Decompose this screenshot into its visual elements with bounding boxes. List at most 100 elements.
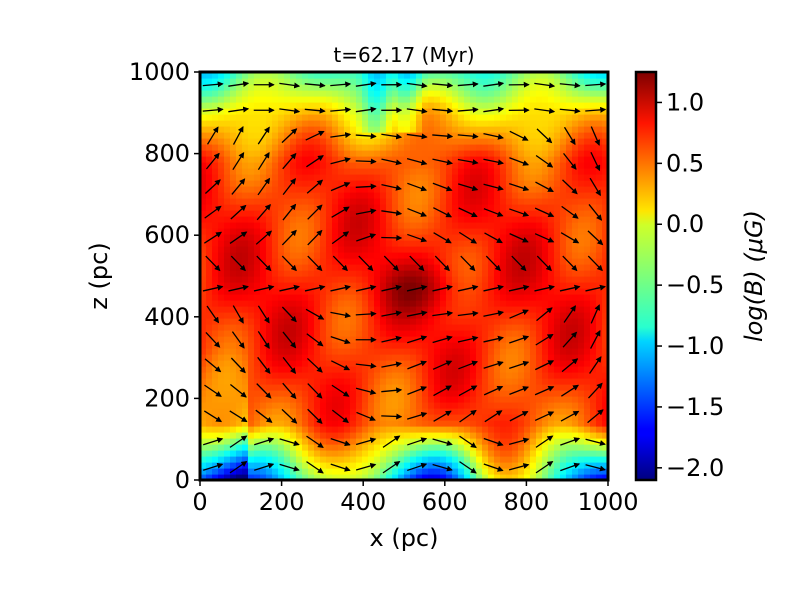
heatmap-cell <box>212 474 219 480</box>
heatmap-cell <box>536 294 543 301</box>
heatmap-cell <box>284 396 291 403</box>
heatmap-cell <box>362 378 369 385</box>
heatmap-cell <box>296 174 303 181</box>
heatmap-cell <box>554 168 561 175</box>
heatmap-cell <box>380 270 387 277</box>
heatmap-cell <box>272 300 279 307</box>
heatmap-cell <box>350 462 357 469</box>
field-vector <box>330 132 352 139</box>
heatmap-cell <box>392 258 399 265</box>
heatmap-cell <box>590 330 597 337</box>
heatmap-cell <box>398 198 405 205</box>
heatmap-cell <box>200 96 207 103</box>
heatmap-cell <box>434 258 441 265</box>
heatmap-cell <box>560 180 567 187</box>
heatmap-cell <box>482 96 489 103</box>
heatmap-cell <box>440 174 447 181</box>
heatmap-cell <box>434 468 441 475</box>
heatmap-cell <box>518 450 525 457</box>
heatmap-cell <box>296 168 303 175</box>
heatmap-cell <box>428 366 435 373</box>
heatmap-cell <box>236 168 243 175</box>
heatmap-cell <box>362 240 369 247</box>
heatmap-cell <box>446 432 453 439</box>
heatmap-cell <box>386 186 393 193</box>
heatmap-cell <box>278 342 285 349</box>
heatmap-cell <box>584 390 591 397</box>
heatmap-cell <box>242 318 249 325</box>
heatmap-cell <box>578 300 585 307</box>
heatmap-cell <box>476 402 483 409</box>
heatmap-cell <box>440 216 447 223</box>
heatmap-cell <box>440 276 447 283</box>
heatmap-cell <box>512 120 519 127</box>
heatmap-cell <box>422 306 429 313</box>
heatmap-cell <box>290 276 297 283</box>
heatmap-cell <box>344 384 351 391</box>
heatmap-cell <box>416 420 423 427</box>
heatmap-cell <box>380 102 387 109</box>
heatmap-cell <box>470 402 477 409</box>
heatmap-cell <box>548 306 555 313</box>
heatmap-cell <box>410 96 417 103</box>
heatmap-cell <box>482 276 489 283</box>
heatmap-cell <box>458 276 465 283</box>
heatmap-cell <box>500 450 507 457</box>
heatmap-cell <box>200 72 207 79</box>
heatmap-cell <box>386 462 393 469</box>
heatmap-cell <box>506 210 513 217</box>
heatmap-cell <box>248 414 255 421</box>
heatmap-cell <box>200 360 207 367</box>
heatmap-cell <box>332 144 339 151</box>
heatmap-cell <box>302 438 309 445</box>
heatmap-cell <box>470 414 477 421</box>
field-vector <box>432 158 453 166</box>
heatmap-cell <box>260 222 267 229</box>
heatmap-cell <box>530 78 537 85</box>
heatmap-cell <box>530 132 537 139</box>
heatmap-cell <box>506 246 513 253</box>
heatmap-cell <box>416 216 423 223</box>
heatmap-cell <box>452 258 459 265</box>
heatmap-cell <box>542 354 549 361</box>
heatmap-cell <box>260 414 267 421</box>
heatmap-cell <box>278 198 285 205</box>
heatmap-cell <box>278 276 285 283</box>
heatmap-cell <box>224 468 231 475</box>
heatmap-cell <box>602 156 608 163</box>
heatmap-cell <box>326 426 333 433</box>
heatmap-cell <box>350 192 357 199</box>
heatmap-cell <box>506 258 513 265</box>
heatmap-cell <box>428 348 435 355</box>
field-vector <box>307 357 323 373</box>
heatmap-cell <box>230 198 237 205</box>
heatmap-cell <box>506 324 513 331</box>
heatmap-cell <box>596 210 603 217</box>
heatmap-cell <box>308 402 315 409</box>
x-tick-label: 800 <box>503 488 549 516</box>
heatmap-cell <box>236 90 243 97</box>
field-vector <box>330 463 351 472</box>
heatmap-cell <box>326 252 333 259</box>
heatmap-cell <box>602 408 608 415</box>
heatmap-cell <box>476 396 483 403</box>
heatmap-cell <box>572 378 579 385</box>
heatmap-cell <box>266 348 273 355</box>
heatmap-cell <box>254 102 261 109</box>
field-vector <box>355 310 377 317</box>
heatmap-cell <box>590 138 597 145</box>
heatmap-cell <box>296 330 303 337</box>
heatmap-cell <box>452 162 459 169</box>
heatmap-cell <box>290 246 297 253</box>
heatmap-cell <box>278 156 285 163</box>
heatmap-cell <box>500 384 507 391</box>
heatmap-cell <box>332 210 339 217</box>
heatmap-cell <box>476 72 483 79</box>
heatmap-cell <box>296 390 303 397</box>
heatmap-cell <box>446 126 453 133</box>
heatmap-cell <box>404 210 411 217</box>
heatmap-cell <box>398 408 405 415</box>
heatmap-cell <box>560 348 567 355</box>
heatmap-cell <box>284 402 291 409</box>
field-vector <box>203 437 224 446</box>
